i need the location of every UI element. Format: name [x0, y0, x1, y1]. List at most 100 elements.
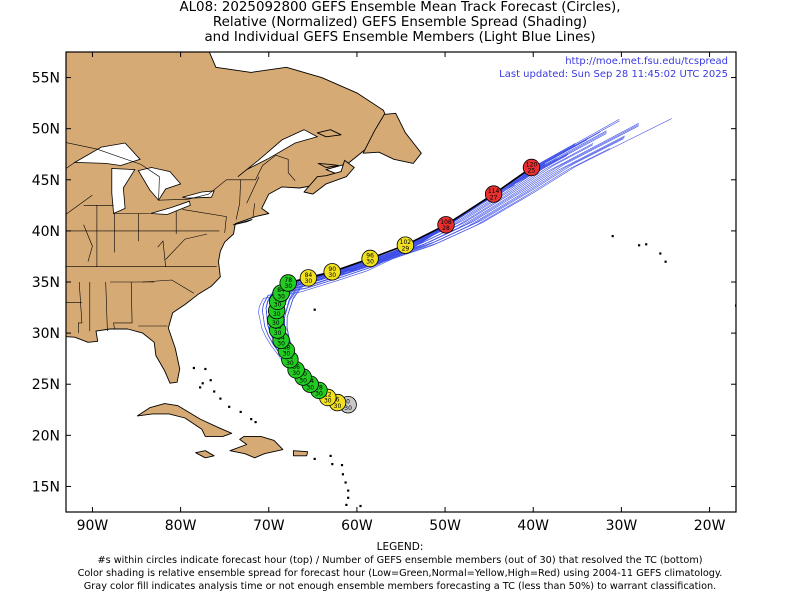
member-count-label: 30 — [277, 341, 285, 348]
land-layer — [66, 52, 743, 516]
puerto-rico-land — [292, 450, 309, 457]
border-line — [113, 281, 133, 330]
small-island — [213, 390, 216, 393]
forecast-hour-label: 120 — [526, 162, 538, 169]
longitude-tick-label: 60W — [341, 518, 373, 534]
small-island — [201, 382, 204, 385]
small-island — [347, 489, 350, 492]
small-island — [341, 473, 344, 476]
member-count-label: 25 — [528, 168, 536, 175]
nova-scotia-land — [303, 159, 355, 195]
member-count-label: 30 — [273, 311, 281, 318]
latitude-tick-label: 45N — [32, 173, 60, 189]
member-count-label: 30 — [334, 403, 342, 410]
border-line — [252, 203, 255, 218]
small-island — [204, 367, 207, 371]
last-updated: Last updated: Sun Sep 28 11:45:02 UTC 20… — [499, 69, 728, 80]
member-count-label: 30 — [344, 405, 352, 412]
small-island — [741, 350, 743, 352]
great-lake-water — [73, 142, 141, 166]
forecast-circle-fill — [299, 269, 318, 287]
forecast-hour-label: 96 — [366, 253, 374, 260]
small-island — [638, 244, 641, 247]
cuba-land — [136, 403, 233, 437]
great-lake-water — [182, 190, 215, 199]
political-borders — [66, 142, 296, 334]
longitude-tick-label: 80W — [165, 518, 197, 534]
member-count-label: 30 — [315, 391, 323, 398]
border-line — [182, 209, 227, 233]
newfoundland-land — [362, 112, 422, 164]
forecast-circle-fill — [396, 236, 415, 254]
forecast-hour-label: 0 — [346, 399, 350, 406]
border-line — [165, 233, 208, 260]
title-block: AL08: 2025092800 GEFS Ensemble Mean Trac… — [0, 0, 800, 45]
st-lawrence-water — [237, 129, 319, 178]
member-count-label: 30 — [277, 293, 285, 300]
title-line-1: AL08: 2025092800 GEFS Ensemble Mean Trac… — [179, 0, 621, 15]
small-island — [645, 243, 648, 246]
forecast-hour-label: 18 — [315, 384, 323, 391]
small-island — [199, 386, 202, 389]
border-line — [66, 162, 75, 169]
forecast-hour-label: 84 — [277, 287, 285, 294]
small-island — [250, 418, 253, 421]
long-island-land — [233, 219, 253, 226]
small-island — [192, 366, 195, 370]
small-island — [209, 379, 212, 382]
member-count-label: 30 — [366, 259, 374, 266]
small-island — [219, 397, 222, 400]
forecast-circle-fill — [323, 263, 341, 281]
title-line-2: Relative (Normalized) GEFS Ensemble Spre… — [212, 15, 588, 30]
forecast-hour-label: 6 — [336, 397, 340, 404]
small-island — [345, 503, 348, 506]
border-line — [83, 224, 93, 262]
border-line — [235, 179, 241, 220]
pei-land — [317, 162, 339, 168]
small-island — [342, 514, 344, 516]
member-count-label: 29 — [402, 245, 410, 252]
latitude-tick-label: 30N — [32, 326, 60, 342]
source-url[interactable]: http://moe.met.fsu.edu/tcspread — [565, 56, 728, 67]
small-island — [659, 252, 662, 255]
member-count-label: 30 — [274, 302, 282, 309]
longitude-tick-label: 30W — [606, 518, 638, 534]
forecast-circle-fill — [437, 216, 455, 234]
member-count-label: 27 — [490, 194, 498, 201]
small-island — [228, 405, 231, 408]
member-count-label: 30 — [292, 370, 300, 377]
border-line — [142, 279, 194, 294]
forecast-circles: 0306301230183024303030363042304830543060… — [267, 158, 541, 414]
legend-line-1: #s within circles indicate forecast hour… — [97, 555, 703, 566]
longitude-tick-label: 70W — [253, 518, 285, 534]
border-line — [157, 240, 166, 267]
member-count-label: 30 — [305, 278, 313, 285]
member-count-label: 30 — [272, 320, 280, 327]
hispaniola-land — [229, 435, 284, 459]
small-island — [611, 235, 614, 238]
small-island — [359, 504, 362, 508]
longitude-tick-label: 50W — [429, 518, 461, 534]
member-count-label: 30 — [274, 330, 282, 337]
small-island — [340, 464, 344, 467]
small-island — [254, 421, 257, 424]
latitude-tick-label: 50N — [32, 122, 60, 138]
small-island — [313, 457, 316, 460]
small-island — [329, 454, 332, 457]
forecast-hour-label: 84 — [305, 272, 313, 279]
forecast-hour-label: 78 — [284, 277, 292, 284]
member-count-label: 30 — [283, 351, 291, 358]
border-line — [66, 194, 93, 215]
latitude-tick-label: 25N — [32, 377, 60, 393]
legend-line-3: Gray color fill indicates analysis time … — [83, 581, 717, 592]
longitude-tick-label: 90W — [77, 518, 109, 534]
small-island — [344, 481, 347, 484]
